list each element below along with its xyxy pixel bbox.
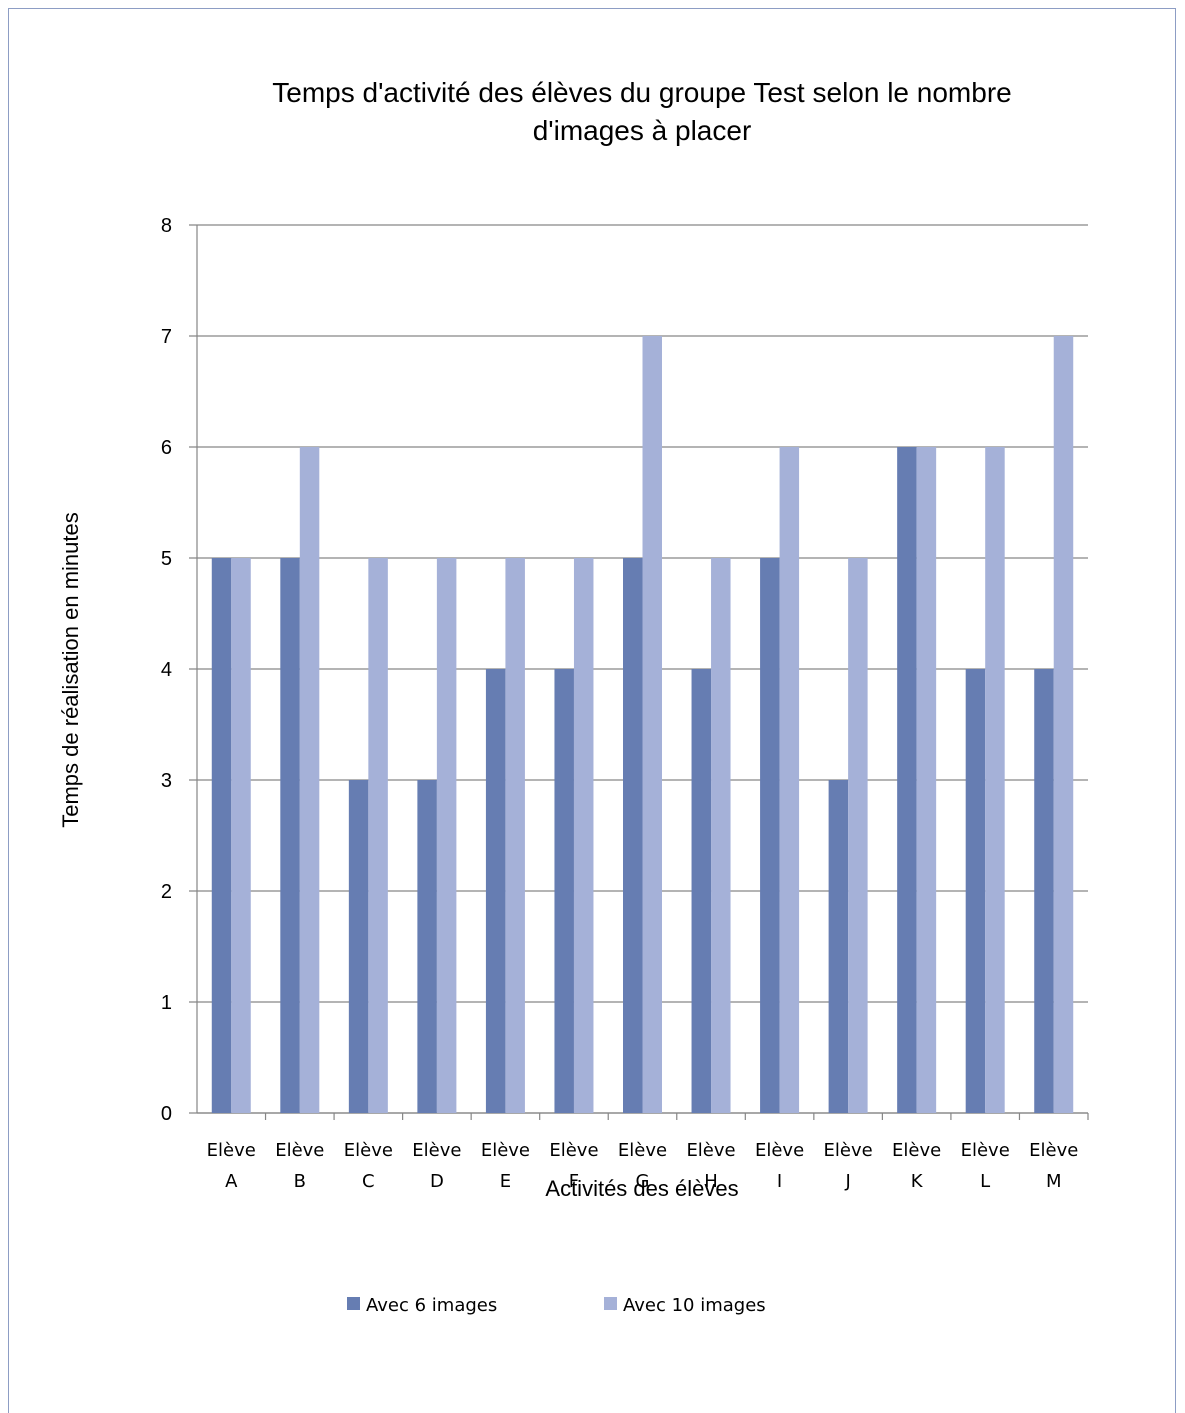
y-tick-label: 0 <box>161 1103 172 1125</box>
bar-avec-6-images <box>965 669 986 1113</box>
bar-avec-10-images <box>1053 336 1074 1113</box>
y-axis-title: Temps de réalisation en minutes <box>58 512 83 828</box>
bar-avec-10-images <box>848 558 868 1113</box>
x-tick-label: M <box>1046 1171 1062 1192</box>
bar-avec-6-images <box>691 669 712 1113</box>
x-tick-label: Elève <box>549 1140 598 1161</box>
x-tick-label: Elève <box>412 1140 461 1161</box>
bar-avec-10-images <box>299 447 320 1113</box>
x-tick-label: L <box>980 1171 990 1192</box>
y-tick-label: 6 <box>161 437 172 459</box>
x-tick-label: Elève <box>207 1140 256 1161</box>
bar-avec-10-images <box>436 558 457 1113</box>
y-tick-label: 2 <box>161 881 172 903</box>
bar-avec-10-images <box>505 558 525 1113</box>
chart-frame <box>8 8 1176 1413</box>
bar-avec-10-images <box>231 558 251 1113</box>
bar-avec-6-images <box>828 780 849 1113</box>
y-tick-label: 1 <box>161 992 172 1014</box>
x-tick-label: Elève <box>344 1140 393 1161</box>
x-tick-label: Elève <box>961 1140 1010 1161</box>
x-tick-label: J <box>844 1171 850 1192</box>
bar-avec-6-images <box>1034 669 1054 1113</box>
bar-avec-10-images <box>711 558 731 1113</box>
x-tick-label: E <box>500 1171 511 1192</box>
x-tick-label: Elève <box>618 1140 667 1161</box>
bar-avec-6-images <box>280 558 300 1113</box>
x-tick-label: Elève <box>275 1140 324 1161</box>
plot-area: 012345678ElèveAElèveBElèveCElèveDElèveEE… <box>161 215 1089 1192</box>
bar-avec-10-images <box>573 558 594 1113</box>
x-tick-label: C <box>362 1171 375 1192</box>
bar-avec-10-images <box>642 336 662 1113</box>
bar-avec-6-images <box>417 780 437 1113</box>
legend-swatch <box>604 1297 617 1310</box>
x-tick-label: Elève <box>824 1140 873 1161</box>
x-tick-label: I <box>777 1171 782 1192</box>
x-tick-label: G <box>636 1171 650 1192</box>
chart-title-line-1: Temps d'activité des élèves du groupe Te… <box>272 77 1011 108</box>
y-tick-label: 4 <box>161 659 172 681</box>
legend: Avec 6 images Avec 10 images <box>347 1295 766 1316</box>
bar-avec-6-images <box>897 447 917 1113</box>
bar-avec-6-images <box>554 669 574 1113</box>
x-tick-label: K <box>911 1171 924 1192</box>
bar-avec-6-images <box>760 558 780 1113</box>
x-tick-label: D <box>430 1171 444 1192</box>
legend-swatch <box>347 1297 360 1310</box>
x-tick-label: B <box>294 1171 306 1192</box>
bar-avec-10-images <box>916 447 937 1113</box>
y-tick-label: 3 <box>161 770 172 792</box>
bar-avec-6-images <box>348 780 369 1113</box>
legend-label: Avec 6 images <box>366 1295 497 1316</box>
y-tick-label: 8 <box>161 215 172 237</box>
legend-label: Avec 10 images <box>623 1295 766 1316</box>
bar-avec-10-images <box>779 447 800 1113</box>
bar-avec-6-images <box>211 558 232 1113</box>
x-tick-label: A <box>225 1171 238 1192</box>
x-tick-label: Elève <box>481 1140 530 1161</box>
x-tick-label: Elève <box>755 1140 804 1161</box>
bar-avec-6-images <box>623 558 643 1113</box>
bar-avec-6-images <box>485 669 506 1113</box>
x-tick-label: H <box>704 1171 718 1192</box>
x-tick-label: Elève <box>686 1140 735 1161</box>
x-axis-title: Activités des élèves <box>545 1176 738 1201</box>
y-tick-label: 7 <box>161 326 172 348</box>
chart-title-line-2: d'images à placer <box>533 115 752 146</box>
x-tick-label: F <box>569 1171 579 1192</box>
x-tick-label: Elève <box>892 1140 941 1161</box>
bar-avec-10-images <box>985 447 1005 1113</box>
y-tick-label: 5 <box>161 548 172 570</box>
bar-avec-10-images <box>368 558 388 1113</box>
x-tick-label: Elève <box>1029 1140 1078 1161</box>
